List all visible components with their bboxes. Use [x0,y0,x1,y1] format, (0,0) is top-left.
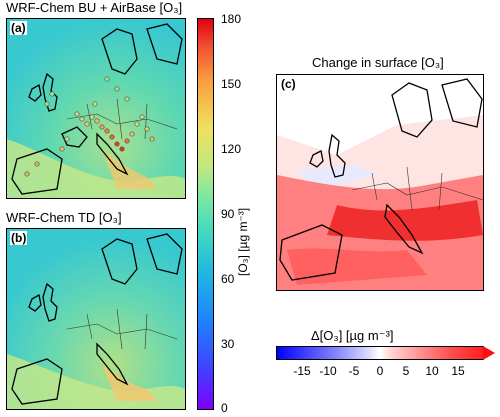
delta-o3-colorbar [276,346,484,360]
cbv-tick: 0 [221,401,228,415]
panel-b-title: WRF-Chem TD [O₃] [6,210,122,225]
cbh-tick: -15 [293,364,311,378]
cbh-tick: -10 [319,364,337,378]
panel-c-label: (c) [280,77,297,91]
panel-a-label: (a) [10,21,27,35]
cbh-tick: 5 [402,364,410,378]
panel-a-title: WRF-Chem BU + AirBase [O₃] [6,0,183,15]
o3-colorbar [197,18,214,410]
cbv-tick: 30 [221,337,235,351]
map-panel-a: (a) [6,18,186,199]
map-b-canvas [7,229,185,409]
cbh-label: Δ[O₃] [µg m⁻³] [311,328,394,343]
station-markers [24,76,155,177]
panel-b-label: (b) [10,231,28,245]
cbh-tick: 10 [425,364,439,378]
panel-c-title: Change in surface [O₃] [312,55,444,70]
cbh-tick: 0 [376,364,384,378]
cbv-tick: 180 [221,12,242,26]
map-panel-c: (c) [276,74,484,291]
map-a-canvas [7,19,185,198]
cbv-tick: 120 [221,142,242,156]
map-c-canvas [277,75,483,290]
cbv-unit-label: [O₃] [µg m⁻³] [236,207,250,276]
cbv-tick: 90 [221,207,235,221]
cbv-tick: 60 [221,272,235,286]
map-panel-b: (b) [6,228,186,410]
cbv-tick: 150 [221,77,242,91]
cbh-tick: -5 [348,364,360,378]
cbh-tick: 15 [451,364,465,378]
cbh-extend-arrow [483,346,495,360]
